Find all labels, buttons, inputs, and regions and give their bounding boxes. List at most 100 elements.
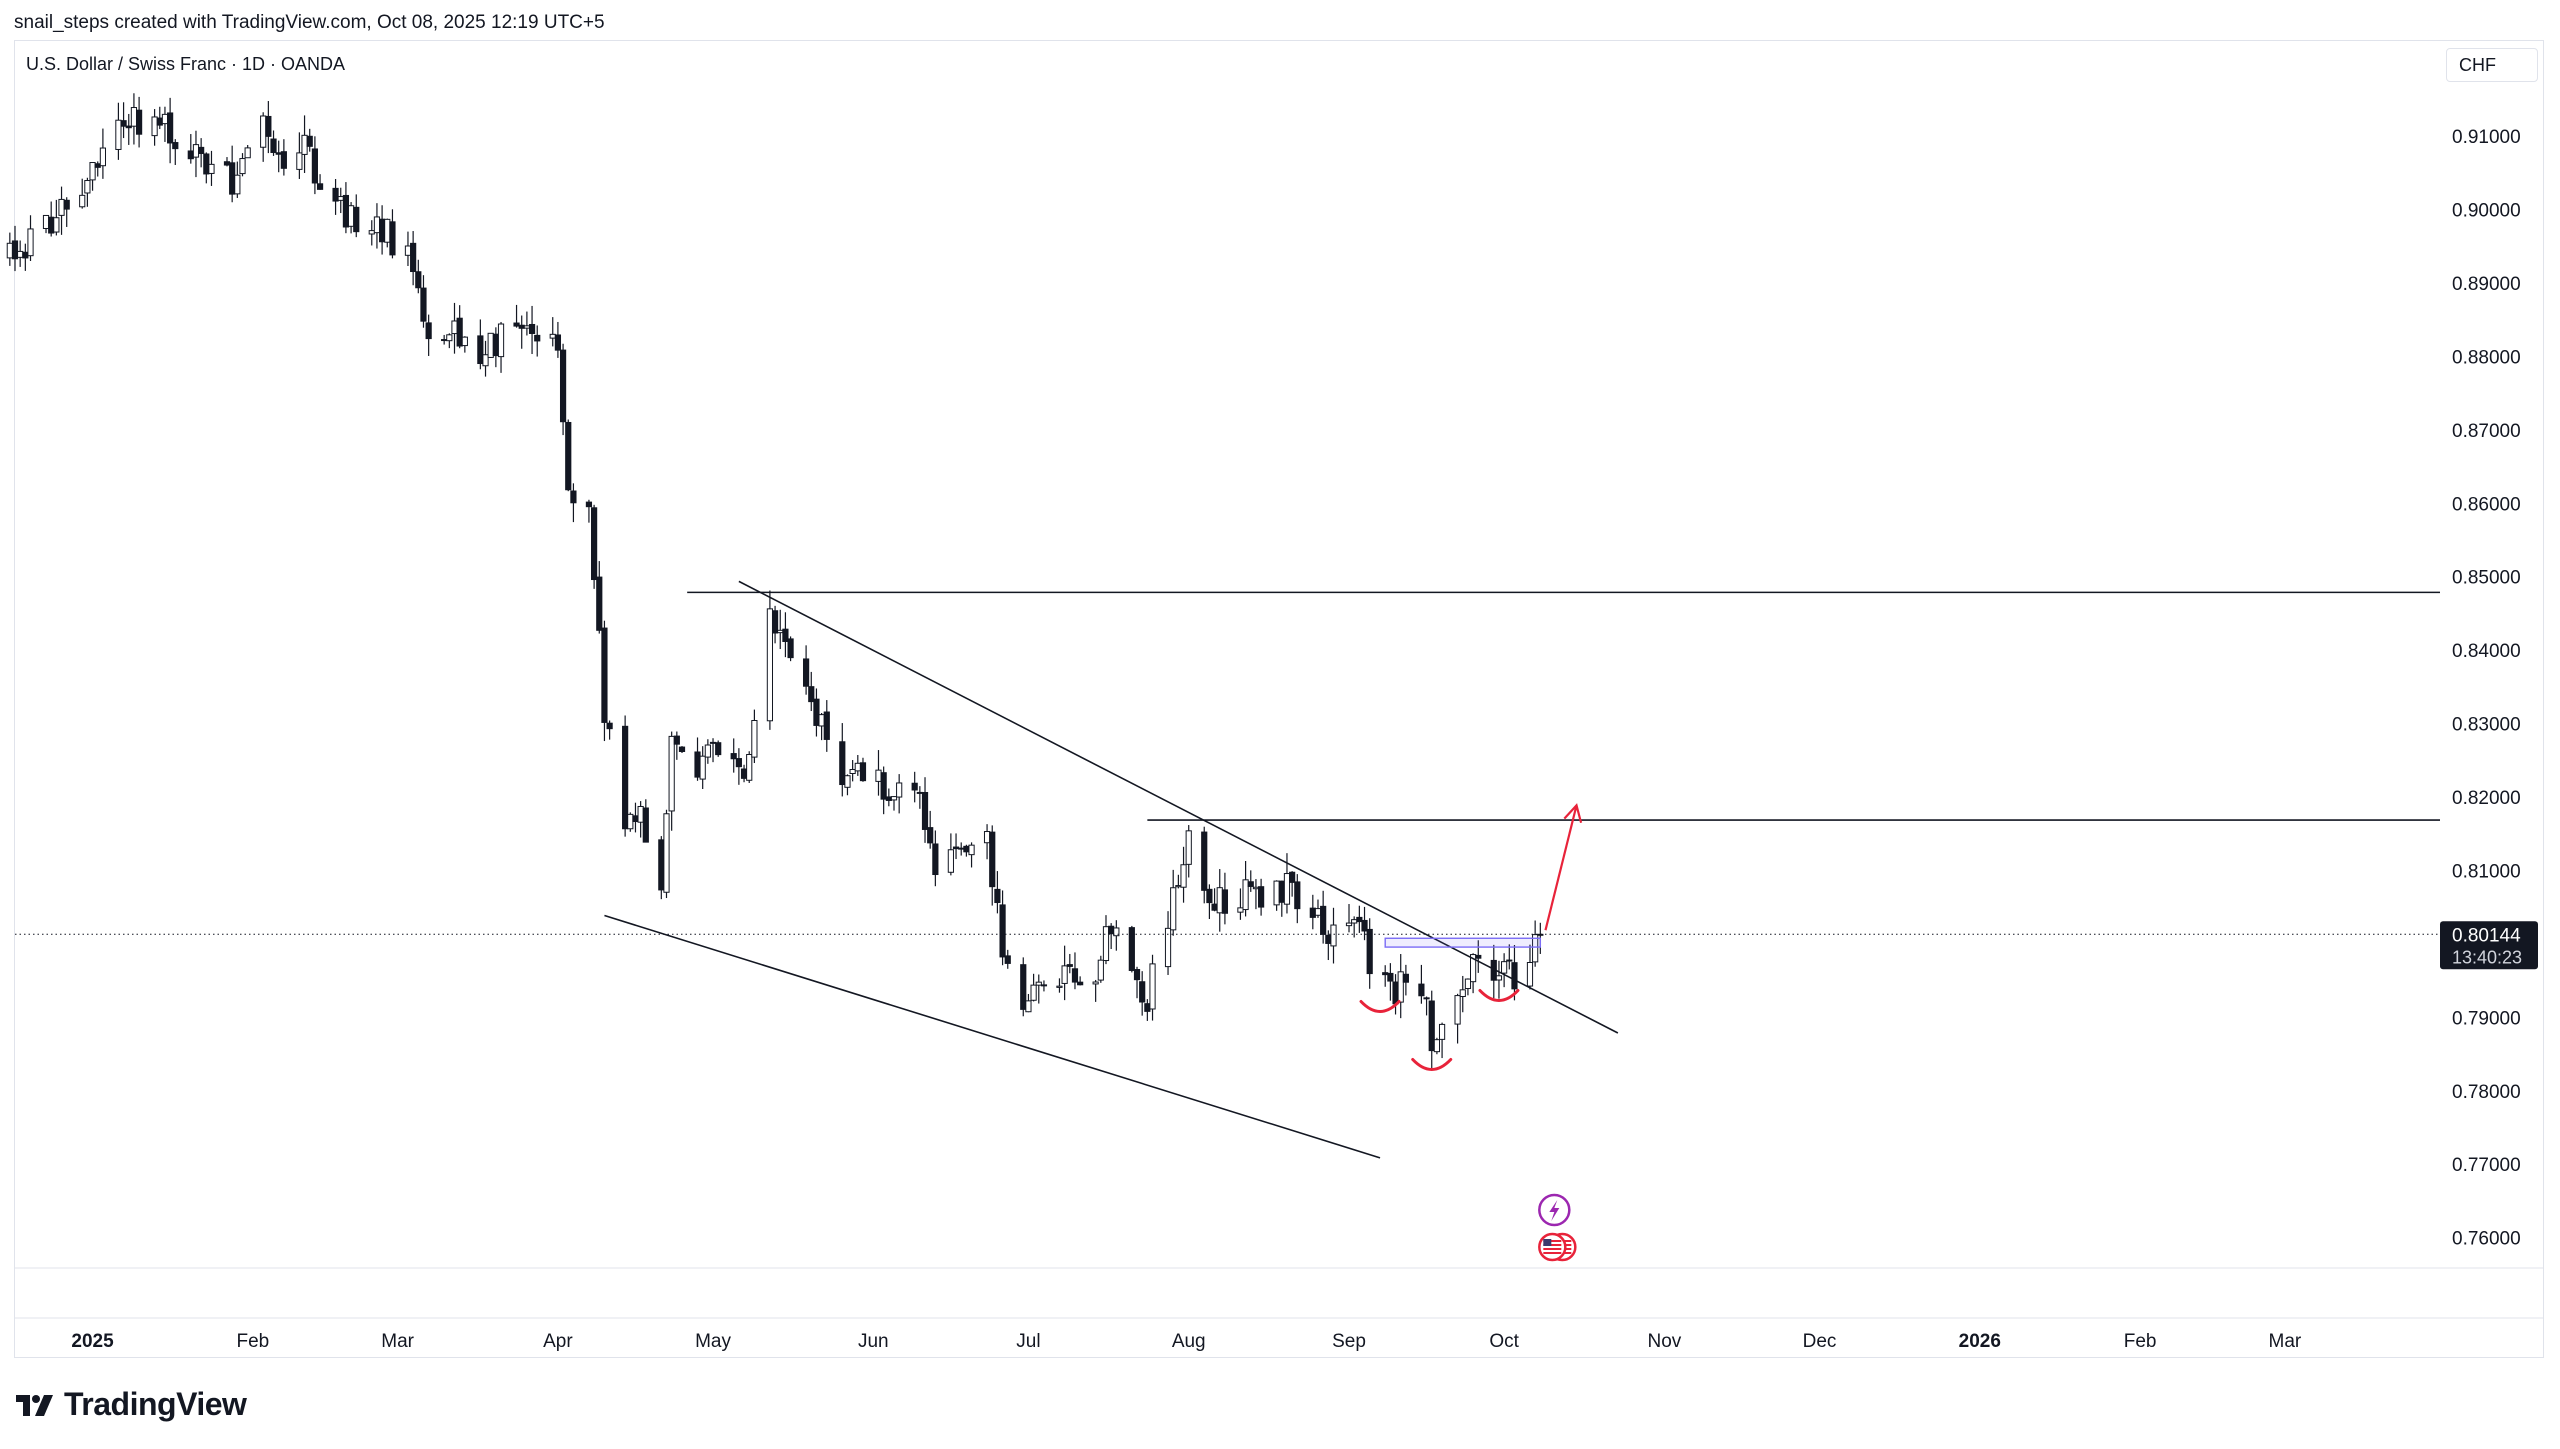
candle	[280, 139, 287, 176]
candle	[782, 612, 789, 658]
candle	[947, 833, 954, 876]
candle-body-down	[311, 148, 318, 184]
right-shoulder-mark[interactable]	[1478, 988, 1520, 1002]
range-rectangle[interactable]	[1384, 937, 1542, 948]
candle-body-up	[1030, 984, 1037, 1001]
candle-body-down	[880, 772, 887, 800]
us-flag-icon[interactable]	[1538, 1232, 1577, 1262]
candle	[694, 737, 701, 781]
price-tick-label: 0.85000	[2452, 568, 2521, 589]
time-tick-label: Mar	[2269, 1331, 2302, 1352]
candle	[1506, 944, 1513, 970]
candle-body-down	[48, 216, 55, 234]
candle-body-down	[280, 151, 287, 169]
candle-body-down	[11, 240, 19, 260]
candle	[911, 771, 918, 803]
candle-body-up	[497, 323, 505, 358]
time-axis[interactable]: 2025 Feb Mar Apr May Jun Jul Aug Sep Oct Nov Dec 202…	[71, 1331, 2301, 1352]
candle-body-up	[1056, 985, 1063, 988]
candle-body-down	[999, 904, 1006, 958]
candle-body-up	[1242, 879, 1249, 911]
head-mark[interactable]	[1411, 1058, 1453, 1072]
price-tick-label: 0.81000	[2452, 861, 2521, 882]
candle-body-down	[1382, 972, 1389, 976]
lightning-icon[interactable]	[1538, 1193, 1571, 1227]
candle	[1438, 1022, 1446, 1059]
candle	[1201, 826, 1208, 904]
flag-stripe	[1543, 1248, 1562, 1250]
candle-body-up	[1273, 880, 1280, 906]
candle	[1066, 953, 1073, 974]
price-axis[interactable]: 0.91000 0.90000 0.89000 0.88000 0.87000 0.860…	[2452, 127, 2521, 1250]
candle-body-down	[1108, 925, 1115, 935]
descending-resistance-trendline[interactable]	[738, 580, 1619, 1034]
candle	[528, 305, 536, 355]
candle	[415, 259, 422, 294]
price-tick-label: 0.84000	[2452, 641, 2521, 662]
candle-body-down	[565, 421, 572, 491]
candle-body-down	[932, 843, 939, 876]
candle-body-up	[1537, 933, 1544, 936]
candle-body-down	[1402, 973, 1409, 983]
candle-body-down	[492, 333, 499, 357]
candle-body-up	[441, 339, 448, 342]
candle-body-down	[1423, 997, 1430, 1000]
candle-body-down	[585, 501, 593, 508]
symbol-title[interactable]: U.S. Dollar / Swiss Franc · 1D · OANDA	[26, 54, 346, 74]
candle-body-down	[415, 271, 422, 289]
candle-body-up	[1185, 830, 1192, 865]
candle	[1526, 944, 1534, 990]
events-layer[interactable]	[1538, 1193, 1577, 1262]
candle	[22, 243, 29, 271]
candle	[410, 231, 417, 286]
candle	[818, 712, 825, 741]
projection-arrow-shaft[interactable]	[1544, 805, 1578, 931]
candle	[1423, 996, 1430, 1016]
chart-frame	[14, 40, 2544, 1358]
candle-body-up	[17, 250, 24, 258]
currency-selector[interactable]: CHF	[2446, 48, 2538, 82]
candle	[890, 796, 898, 811]
candle-body-down	[694, 751, 701, 778]
candle-body-down	[911, 782, 918, 791]
candle-body-down	[808, 686, 815, 703]
candle	[730, 738, 737, 773]
candle	[203, 152, 210, 184]
candle	[952, 833, 960, 860]
candle	[989, 825, 996, 906]
candle-body-up	[1092, 981, 1099, 985]
candle-body-up	[1501, 961, 1508, 974]
candle	[637, 801, 644, 838]
left-shoulder-mark[interactable]	[1359, 1000, 1401, 1013]
projection-arrow-head[interactable]	[1563, 803, 1583, 824]
flag-badge	[1538, 1232, 1567, 1262]
time-tick-label: Apr	[543, 1331, 573, 1352]
candle	[58, 186, 65, 235]
tradingview-logo[interactable]: TradingView	[16, 1386, 247, 1423]
candle	[1345, 904, 1353, 933]
candle	[446, 333, 453, 349]
descending-support-trendline[interactable]	[604, 914, 1381, 1159]
candle-body-down	[591, 507, 598, 581]
candle-body-up	[875, 769, 882, 782]
candle-body-down	[275, 152, 282, 155]
candle-body-up	[746, 753, 753, 781]
candle-body-down	[534, 334, 541, 342]
candle	[1247, 870, 1254, 892]
candle	[1402, 964, 1409, 996]
candle-body-up	[337, 196, 344, 201]
candle	[534, 325, 541, 357]
candle-body-up	[373, 216, 381, 234]
candle-body-up	[1351, 919, 1358, 924]
candle-body-down	[1077, 981, 1084, 986]
candle	[1278, 880, 1285, 917]
candle	[1454, 993, 1461, 1044]
candle-body-down	[730, 753, 737, 760]
candle	[1258, 878, 1265, 916]
candle	[1139, 971, 1146, 1016]
candle	[120, 102, 127, 139]
drawings-layer[interactable]	[604, 580, 2440, 1159]
candle-body-up	[777, 629, 784, 634]
candle-body-up	[704, 744, 711, 758]
